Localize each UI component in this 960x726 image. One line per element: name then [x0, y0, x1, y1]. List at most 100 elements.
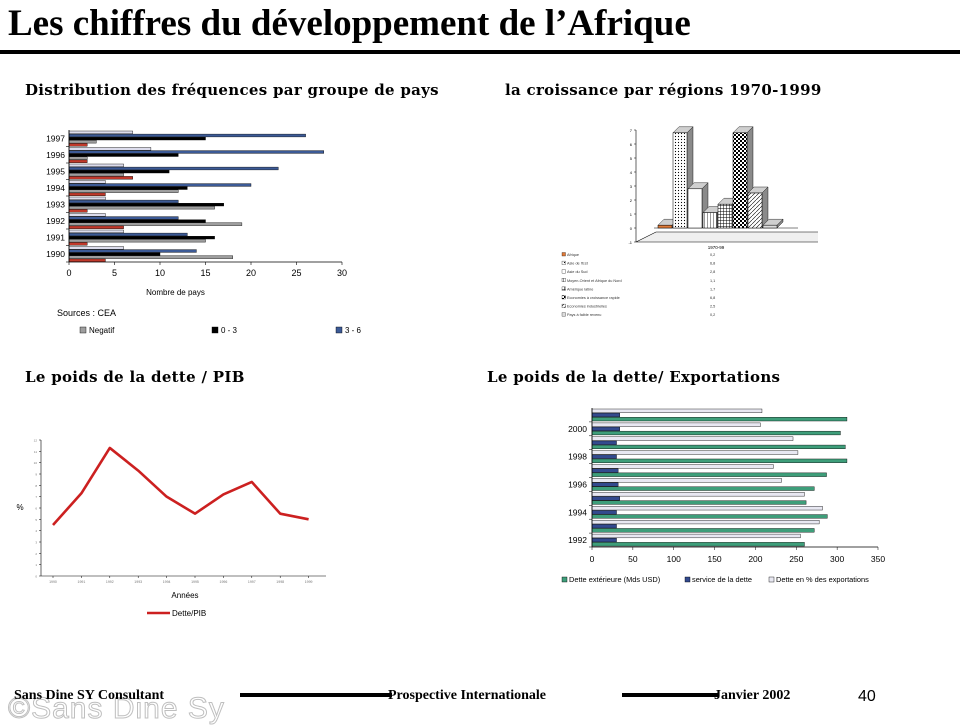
footer-center: Prospective Internationale — [388, 688, 546, 703]
bar-1997-3 — [68, 133, 306, 138]
x-axis-label: Nombre de pays — [146, 288, 205, 297]
legend-swatch-0 — [561, 252, 566, 257]
legend-label-1: Asie de l'Est — [567, 262, 589, 266]
xtick-label-150: 150 — [707, 554, 721, 564]
bar-1992-4 — [68, 213, 106, 217]
xtick-label-15: 15 — [200, 268, 210, 278]
ytick-label-1998: 1998 — [568, 452, 587, 462]
xtick-label-0: 0 — [66, 268, 71, 278]
legend-value-5: 6,8 — [710, 296, 715, 300]
legend-swatch-2 — [561, 269, 566, 274]
legend-value-4: 1,7 — [710, 287, 715, 291]
ytick-label-6: 6 — [35, 507, 37, 511]
bar-6 — [747, 192, 763, 229]
bar-2001-1 — [591, 412, 620, 418]
ytick-label-1993: 1993 — [46, 199, 65, 209]
legend-value-0: 0,2 — [710, 253, 715, 257]
chart-title-dette-export: Le poids de la dette/ Exportations — [487, 368, 781, 386]
bar-1990-0 — [68, 258, 106, 262]
slide-title: Les chiffres du développement de l’Afriq… — [8, 3, 691, 44]
ytick-label-5: 5 — [35, 518, 37, 522]
bar-5 — [732, 132, 748, 229]
bar-1995-0 — [68, 176, 133, 180]
bar-1995-0 — [591, 500, 807, 505]
bar-1996-0 — [591, 486, 815, 491]
legend-swatch-3 — [561, 278, 566, 282]
ytick-label-1992: 1992 — [568, 535, 587, 545]
legend-swatch-5 — [561, 295, 566, 300]
ytick-label-2: 2 — [630, 198, 633, 203]
bar-1992-1 — [591, 538, 617, 543]
legend-label: Dette/PIB — [172, 609, 206, 618]
bar-1997-1 — [591, 468, 619, 473]
ytick-label-1996: 1996 — [568, 479, 587, 489]
source-note: Sources : CEA — [57, 308, 116, 318]
bar-1998-0 — [591, 458, 848, 463]
ytick-label-2: 2 — [35, 552, 37, 556]
legend-label-1: service de la dette — [692, 575, 752, 584]
bar-1995-3 — [68, 166, 279, 171]
bar-1996-2 — [591, 478, 782, 483]
ytick-label-1992: 1992 — [46, 216, 65, 226]
footer-author: Sans Dine SY Consultant — [14, 688, 165, 703]
bar-1994-4 — [68, 180, 106, 184]
croissance-chart: -1 0 1 2 3 4 5 6 7 1970-99 Afrique 0,2 Asie de l'Est… — [561, 126, 818, 317]
legend-label-5: Economies à croissance rapide — [567, 296, 620, 300]
bar-1992-0 — [591, 542, 805, 547]
bar-1990-3 — [68, 249, 197, 253]
bar-1990-4 — [68, 246, 124, 250]
legend-label-2: Asie du Sud — [567, 270, 587, 274]
ytick-label-7: 7 — [630, 128, 633, 133]
ytick-label-11: 11 — [34, 450, 37, 454]
bar-1994-0 — [591, 514, 828, 519]
bar-1995-1 — [68, 173, 124, 177]
bar-1994-1 — [68, 189, 179, 193]
bar-1998-2 — [591, 450, 799, 455]
legend-swatch-2 — [335, 326, 343, 334]
legend-swatch-4 — [561, 286, 566, 291]
bar-1999-2 — [591, 436, 794, 441]
bar-1991-1 — [68, 239, 206, 243]
bar-2001-2 — [591, 408, 763, 413]
ytick-label-9: 9 — [35, 473, 37, 477]
title-rule — [0, 50, 960, 54]
xtick-label-0: 0 — [590, 554, 595, 564]
xtick-label-20: 20 — [246, 268, 256, 278]
legend-value-2: 2,8 — [710, 270, 715, 274]
legend-label-0: Negatif — [89, 326, 115, 335]
bar-2000-2 — [591, 422, 761, 427]
dette-pib-line — [52, 446, 309, 526]
chart-title-freq: Distribution des fréquences par groupe d… — [25, 81, 439, 99]
bar-1995-1 — [591, 496, 620, 501]
xtick-label-1990: 1990 — [49, 580, 57, 584]
legend-swatch-0 — [79, 326, 87, 334]
legend-label-7: Pays à faible revenu — [567, 313, 601, 317]
footer-rule-right — [622, 693, 718, 697]
ytick-label-10: 10 — [34, 461, 38, 465]
bar-1 — [672, 132, 688, 229]
bar-1993-1 — [591, 524, 617, 529]
page-number: 40 — [858, 688, 876, 705]
xtick-label-1991: 1991 — [78, 580, 86, 584]
xtick-label-350: 350 — [871, 554, 885, 564]
ytick-label-4: 4 — [630, 170, 633, 175]
ytick-label-1991: 1991 — [46, 232, 65, 242]
ytick-label--1: -1 — [628, 240, 632, 245]
ytick-label-7: 7 — [35, 495, 37, 499]
bar-1991-3 — [68, 232, 188, 237]
bar-1996-4 — [68, 147, 152, 151]
bar-1994-2 — [68, 186, 188, 190]
bar-0 — [657, 224, 673, 229]
bar-2001-0 — [591, 417, 848, 422]
ytick-label-2000: 2000 — [568, 424, 587, 434]
bar-1991-4 — [68, 229, 124, 233]
ytick-label-6: 6 — [630, 142, 633, 147]
xtick-label-1999: 1999 — [305, 580, 313, 584]
ytick-label-1990: 1990 — [46, 249, 65, 259]
ytick-label-5: 5 — [630, 156, 633, 161]
xtick-label-1994: 1994 — [163, 580, 171, 584]
bar-1997-0 — [68, 143, 88, 147]
bar-1993-3 — [68, 199, 179, 204]
xtick-label-10: 10 — [155, 268, 165, 278]
